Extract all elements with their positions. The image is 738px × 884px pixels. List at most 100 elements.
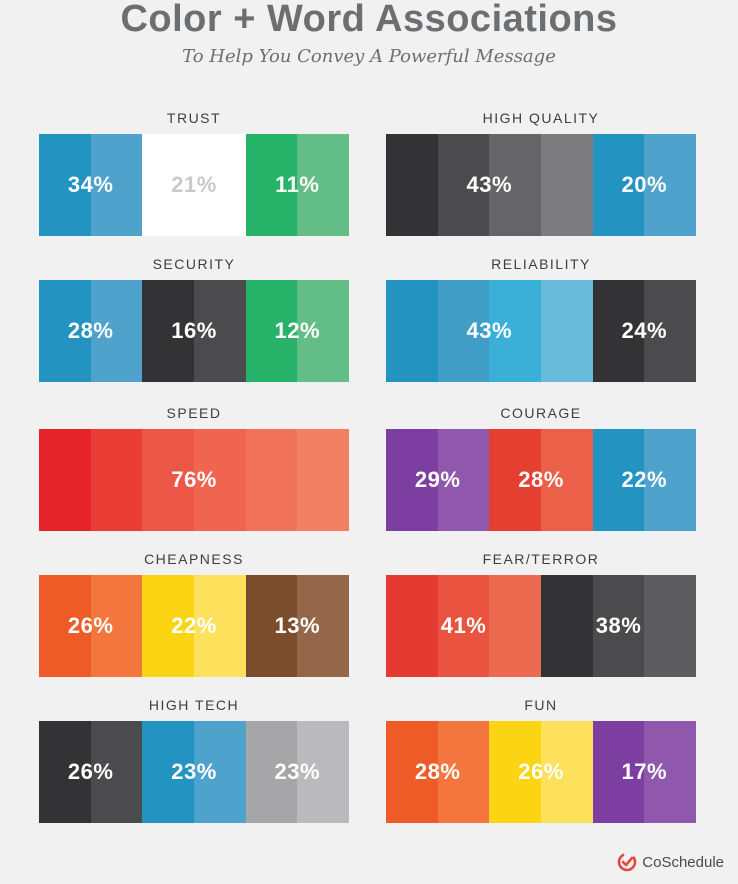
bar-segment-orange: 26% bbox=[39, 575, 143, 677]
stacked-bar: 43% 20% bbox=[386, 134, 696, 236]
color-block bbox=[592, 280, 645, 382]
chart-panel-reliability: RELIABILITY 43% 24% bbox=[386, 256, 696, 386]
color-block bbox=[437, 575, 490, 677]
percentage-label: 13% bbox=[274, 613, 321, 638]
percentage-label: 26% bbox=[518, 759, 564, 784]
color-block bbox=[297, 575, 349, 677]
chart-panel-fun: FUN 28% 26% 17% bbox=[386, 697, 696, 827]
coschedule-logo: CoSchedule bbox=[617, 852, 724, 872]
bar-segment-blue: 22% bbox=[592, 429, 696, 531]
color-block bbox=[142, 575, 194, 677]
color-block bbox=[297, 280, 349, 382]
color-block bbox=[644, 429, 696, 531]
color-block bbox=[592, 429, 645, 531]
bar-segment-black: 26% bbox=[39, 721, 143, 823]
percentage-label: 21% bbox=[171, 172, 217, 197]
color-block bbox=[90, 134, 143, 236]
percentage-label: 12% bbox=[274, 318, 321, 343]
bar-segment-purple: 29% bbox=[386, 429, 490, 531]
color-block bbox=[297, 429, 350, 531]
panel-label: SECURITY bbox=[152, 256, 236, 272]
color-block bbox=[142, 280, 194, 382]
chart-panel-high-tech: HIGH TECH 26% 23% 23% bbox=[39, 697, 349, 827]
bar-segment-blue: 43% bbox=[386, 280, 593, 382]
bar-segment-blue: 20% bbox=[592, 134, 696, 236]
chart-panel-security: SECURITY 28% 16% 12% bbox=[39, 256, 349, 386]
percentage-label: 23% bbox=[274, 759, 321, 784]
bar-segment-green: 12% bbox=[245, 280, 349, 382]
percentage-label: 22% bbox=[621, 467, 668, 492]
percentage-label: 38% bbox=[595, 613, 642, 638]
percentage-label: 29% bbox=[414, 467, 461, 492]
color-block bbox=[142, 134, 194, 236]
stacked-bar: 34% 21% 11% bbox=[39, 134, 349, 236]
percentage-label: 23% bbox=[171, 759, 217, 784]
bar-segment-white: 21% bbox=[142, 134, 246, 236]
color-block bbox=[39, 280, 91, 382]
color-block bbox=[541, 721, 593, 823]
panel-label: TRUST bbox=[166, 110, 222, 126]
color-block bbox=[386, 721, 438, 823]
bar-segment-yellow: 26% bbox=[489, 721, 593, 823]
percentage-label: 22% bbox=[171, 613, 217, 638]
panel-label: HIGH QUALITY bbox=[482, 110, 600, 126]
color-block bbox=[644, 721, 696, 823]
color-block bbox=[644, 575, 697, 677]
color-block bbox=[142, 721, 194, 823]
percentage-label: 28% bbox=[518, 467, 564, 492]
panel-label: FEAR/TERROR bbox=[482, 551, 600, 567]
color-block bbox=[592, 134, 645, 236]
bar-segment-black: 24% bbox=[592, 280, 696, 382]
bar-segment-red: 41% bbox=[386, 575, 542, 677]
percentage-label: 43% bbox=[466, 172, 513, 197]
bar-segment-purple: 17% bbox=[592, 721, 696, 823]
stacked-bar: 28% 16% 12% bbox=[39, 280, 349, 382]
bar-segment-red: 76% bbox=[39, 429, 350, 531]
bar-segment-brown: 13% bbox=[245, 575, 349, 677]
percentage-label: 17% bbox=[621, 759, 668, 784]
bar-segment-blue: 28% bbox=[39, 280, 143, 382]
page-subtitle: To Help You Convey A Powerful Message bbox=[182, 46, 556, 67]
bar-segment-blue: 34% bbox=[39, 134, 143, 236]
color-block bbox=[386, 429, 438, 531]
color-block bbox=[245, 721, 298, 823]
percentage-label: 34% bbox=[67, 172, 114, 197]
color-block bbox=[437, 721, 490, 823]
percentage-label: 43% bbox=[466, 318, 513, 343]
panel-label: SPEED bbox=[166, 405, 222, 421]
stacked-bar: 29% 28% 22% bbox=[386, 429, 696, 531]
color-block bbox=[194, 429, 246, 531]
percentage-label: 26% bbox=[67, 613, 114, 638]
chart-panel-cheapness: CHEAPNESS 26% 22% 13% bbox=[39, 551, 349, 681]
bar-segment-orange: 28% bbox=[386, 721, 490, 823]
stacked-bar: 26% 23% 23% bbox=[39, 721, 349, 823]
color-block bbox=[297, 134, 349, 236]
color-block bbox=[489, 429, 541, 531]
percentage-label: 41% bbox=[440, 613, 487, 638]
color-block bbox=[142, 429, 195, 531]
color-block bbox=[90, 575, 143, 677]
color-block bbox=[489, 575, 542, 677]
color-block bbox=[245, 134, 298, 236]
color-block bbox=[541, 280, 593, 382]
color-block bbox=[297, 721, 349, 823]
color-block bbox=[644, 134, 696, 236]
color-block bbox=[39, 134, 91, 236]
color-block bbox=[245, 575, 298, 677]
bar-segment-black: 43% bbox=[386, 134, 593, 236]
color-block bbox=[90, 429, 143, 531]
color-block bbox=[437, 280, 490, 382]
panel-label: COURAGE bbox=[500, 405, 582, 421]
panel-label: FUN bbox=[524, 697, 558, 713]
color-block bbox=[39, 429, 91, 531]
color-block bbox=[437, 429, 490, 531]
color-block bbox=[90, 721, 143, 823]
color-block bbox=[194, 134, 246, 236]
color-block bbox=[489, 134, 542, 236]
coschedule-logo-text: CoSchedule bbox=[642, 853, 724, 871]
chart-panel-speed: SPEED 76% bbox=[39, 405, 350, 535]
stacked-bar: 41% 38% bbox=[386, 575, 697, 677]
stacked-bar: 43% 24% bbox=[386, 280, 696, 382]
percentage-label: 28% bbox=[414, 759, 461, 784]
color-block bbox=[644, 280, 696, 382]
